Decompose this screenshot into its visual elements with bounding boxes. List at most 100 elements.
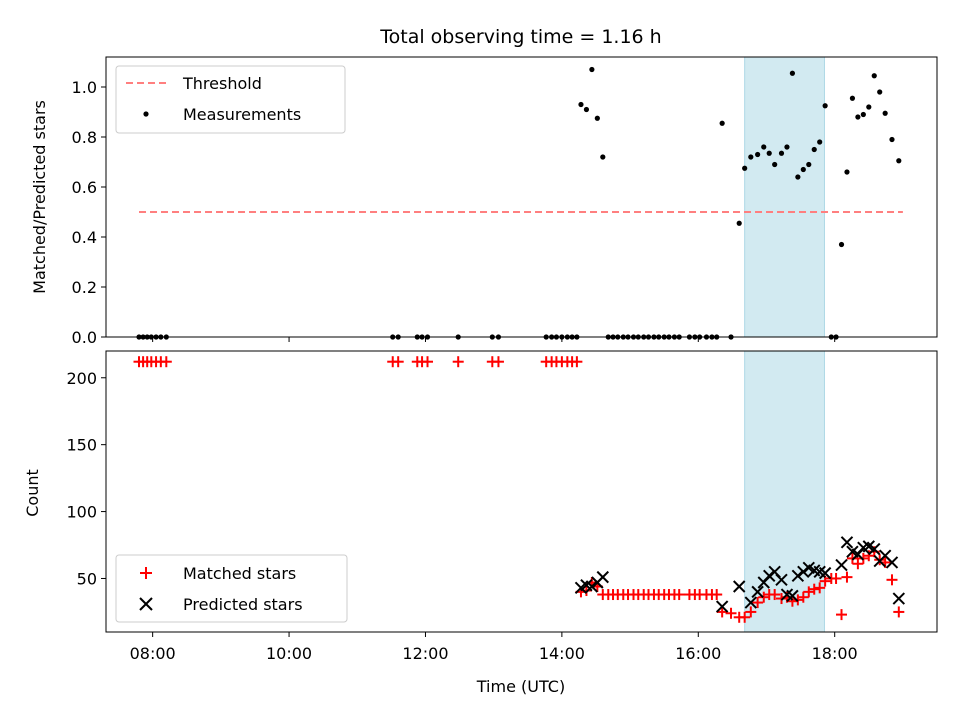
measurement-point <box>822 103 828 109</box>
predicted-star-point <box>797 565 810 578</box>
bottom-x-tick-label: 10:00 <box>266 644 312 663</box>
matched-star-point <box>492 356 504 368</box>
matched-star-point <box>752 597 764 609</box>
predicted-star-point <box>763 569 776 583</box>
top-y-tick-label: 0.8 <box>72 128 97 147</box>
predicted-star-point <box>868 542 881 556</box>
matched-star-point <box>819 575 831 587</box>
predicted-star-point <box>585 580 599 593</box>
measurement-point <box>583 106 590 113</box>
matched-star-point <box>814 582 826 594</box>
measurement-point <box>766 150 772 156</box>
measurement-point <box>800 166 806 173</box>
top-highlight-rect <box>744 56 825 338</box>
matched-star-point <box>745 606 757 618</box>
top-frame <box>105 56 938 338</box>
predicted-star-stroke-b <box>751 585 764 599</box>
matched-star-point <box>797 591 809 603</box>
bottom-legend: Matched stars Predicted stars <box>115 554 348 623</box>
measurement-point <box>844 169 850 175</box>
predicted-star-stroke-b <box>733 580 746 593</box>
measurement-point <box>784 144 790 150</box>
measurement-point <box>742 165 748 171</box>
measurement-point <box>772 161 778 168</box>
x-axis-label: Time (UTC) <box>476 677 565 696</box>
predicted-star-point <box>733 580 746 593</box>
measurement-point <box>849 95 856 101</box>
predicted-star-stroke-b <box>744 596 758 609</box>
measurement-point <box>761 144 767 150</box>
predicted-star-stroke-b <box>878 549 892 562</box>
matched-star-point <box>673 589 685 601</box>
legend-predicted-label: Predicted stars <box>183 595 303 614</box>
measurement-point <box>594 115 600 121</box>
matched-star-point <box>775 593 787 605</box>
predicted-star-stroke-b <box>775 573 788 587</box>
matched-star-point <box>852 558 864 570</box>
bottom-y-tick-label: 200 <box>66 369 97 388</box>
predicted-star-stroke-b <box>862 540 876 553</box>
predicted-stars-points <box>574 536 906 613</box>
matched-star-point <box>739 611 751 623</box>
predicted-star-stroke-b <box>780 588 794 601</box>
predicted-star-point <box>835 558 848 572</box>
legend-measurements-label: Measurements <box>183 105 301 124</box>
bottom-axes: 50 100 150 200 08:00 10:00 12:00 14:00 16:00 18:0… <box>66 350 938 663</box>
predicted-star-stroke-b <box>818 566 832 580</box>
measurement-point <box>789 70 796 76</box>
measurement-point <box>719 120 725 126</box>
predicted-star-stroke-b <box>596 570 610 584</box>
legend-measurements-swatch <box>143 111 149 117</box>
matched-stars-points <box>133 356 905 623</box>
predicted-star-stroke-b <box>786 589 799 603</box>
bottom-y-tick-label: 150 <box>66 436 97 455</box>
matched-star-point <box>392 356 404 368</box>
measurement-point <box>736 220 742 226</box>
predicted-star-point <box>596 570 610 584</box>
bottom-x-tick-label: 16:00 <box>675 644 721 663</box>
top-y-tick-label: 0.0 <box>72 328 97 347</box>
bottom-highlight-rect <box>744 350 825 633</box>
matched-star-point <box>716 606 728 618</box>
predicted-star-stroke-b <box>835 558 848 572</box>
top-y-tick-label: 0.4 <box>72 228 97 247</box>
predicted-star-stroke-b <box>763 569 776 583</box>
matched-star-point <box>711 589 723 601</box>
measurement-point <box>795 174 801 180</box>
matched-star-point <box>422 356 434 368</box>
predicted-star-stroke-b <box>840 536 854 549</box>
predicted-star-stroke-b <box>585 580 599 593</box>
bottom-panel: 50 100 150 200 08:00 10:00 12:00 14:00 16:00 18:0… <box>23 350 938 696</box>
predicted-star-point <box>791 569 805 583</box>
measurement-point <box>748 154 754 160</box>
predicted-star-stroke-b <box>813 565 826 578</box>
matched-star-point <box>886 574 898 586</box>
predicted-star-stroke-b <box>791 569 805 583</box>
matched-star-point <box>786 595 798 607</box>
predicted-star-stroke-b <box>846 545 859 558</box>
top-y-axis-label: Matched/Predicted stars <box>30 100 49 294</box>
predicted-star-point <box>818 566 832 580</box>
measurement-point <box>600 154 606 160</box>
predicted-star-point <box>885 556 899 569</box>
predicted-star-stroke-b <box>715 600 729 613</box>
matched-star-point <box>160 356 172 368</box>
bottom-highlight-span <box>744 350 825 633</box>
matched-star-point <box>769 589 781 601</box>
predicted-star-point <box>840 536 854 549</box>
predicted-star-stroke-b <box>797 565 810 578</box>
top-y-tick-label: 1.0 <box>72 78 97 97</box>
measurement-point <box>877 89 883 95</box>
measurement-point <box>838 241 845 248</box>
bottom-legend-box <box>115 554 348 623</box>
measurement-point <box>811 146 817 153</box>
bottom-y-tick-label: 100 <box>66 503 97 522</box>
matched-star-point <box>808 583 820 595</box>
predicted-star-stroke-b <box>892 592 906 605</box>
measurement-point <box>889 136 895 143</box>
top-axes: 0.0 0.2 0.4 0.6 0.8 1.0 <box>72 56 938 347</box>
measurement-point <box>817 139 823 145</box>
predicted-star-point <box>786 589 799 603</box>
predicted-star-point <box>751 585 764 599</box>
